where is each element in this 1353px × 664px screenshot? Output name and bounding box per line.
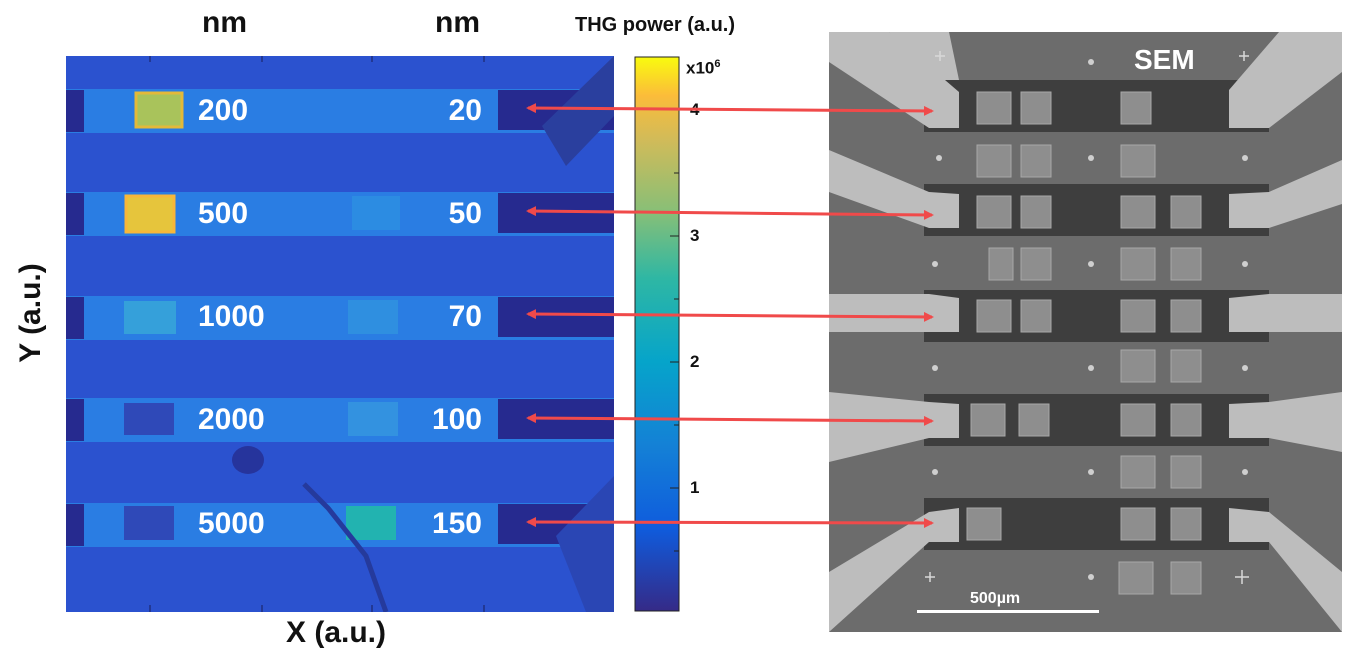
left-pads <box>66 90 84 546</box>
sem-crosses <box>925 51 1249 584</box>
row-4-left-label: 2000 <box>198 403 265 436</box>
sem-label: SEM <box>1134 44 1195 75</box>
left-unit-header: nm <box>202 6 247 39</box>
arrow-row-1 <box>526 103 934 116</box>
right-unit-header: nm <box>435 6 480 39</box>
row-1-left-label: 200 <box>198 94 249 127</box>
colorbar-tick-3: 3 <box>690 226 700 245</box>
sem-dots <box>932 59 1248 580</box>
right-squares <box>346 196 400 540</box>
arrow-row-4 <box>526 413 934 426</box>
sem-contacts <box>829 32 1342 632</box>
colorbar-tick-1: 1 <box>690 478 700 497</box>
row-2-left-label: 500 <box>198 197 249 230</box>
exponent-base: x10 <box>686 58 715 78</box>
colorbar-exponent: x106 <box>686 58 721 79</box>
x-axis-label: X (a.u.) <box>286 616 387 649</box>
row-1-right-label: 20 <box>448 94 482 127</box>
row-3-left-label: 1000 <box>198 300 265 333</box>
row-5-left-label: 5000 <box>198 507 265 540</box>
thg-map <box>66 56 614 612</box>
dark-spot <box>232 446 264 474</box>
exponent-power: 6 <box>714 58 721 70</box>
arrow-row-2 <box>526 206 934 220</box>
sem-squares <box>966 91 1202 595</box>
arrow-row-5 <box>526 517 934 528</box>
arrow-row-3 <box>526 309 934 322</box>
row-3-right-label: 70 <box>448 300 482 333</box>
sem-scalebar <box>917 610 1099 613</box>
row-2-right-label: 50 <box>448 197 482 230</box>
sem-scalebar-label: 500µm <box>970 590 1021 607</box>
left-squares <box>124 91 184 540</box>
colorbar-title: THG power (a.u.) <box>575 14 735 36</box>
colorbar-tick-2: 2 <box>690 352 700 371</box>
row-4-right-label: 100 <box>431 403 482 436</box>
sem-image <box>829 32 1342 632</box>
row-5-right-label: 150 <box>431 507 482 540</box>
scratch-line <box>302 482 389 612</box>
